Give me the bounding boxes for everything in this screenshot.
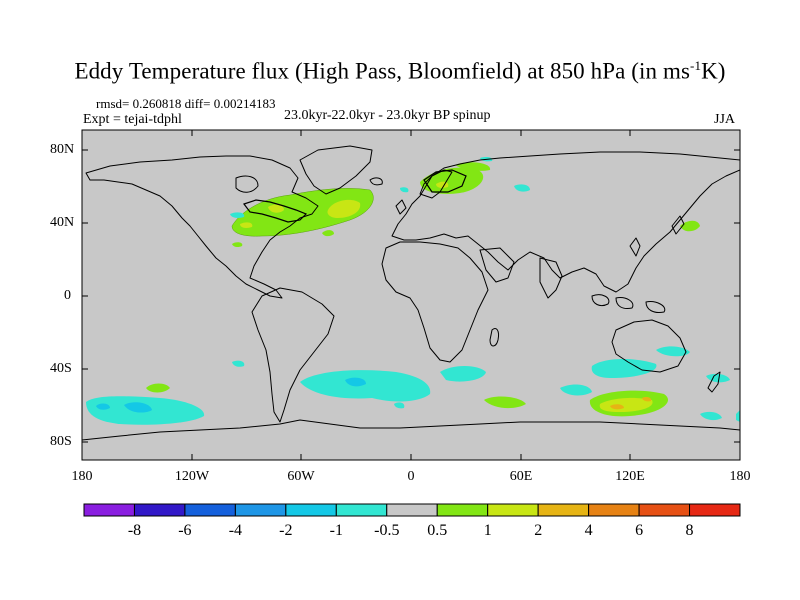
- anomaly-southern-ocean-negative: [86, 346, 740, 425]
- axis-ticks: [81, 130, 741, 460]
- lon-label-120w: 120W: [174, 469, 210, 484]
- colorbar-swatch: [234, 503, 287, 517]
- colorbar-label: -8: [127, 522, 142, 539]
- lat-label-40n: 40N: [50, 215, 75, 230]
- colorbar-swatch: [588, 503, 640, 517]
- anomaly-nh-negative: [230, 157, 530, 218]
- colorbar-label: -1: [329, 522, 343, 539]
- colorbar-swatch: [689, 503, 741, 517]
- lon-label-180e: 180: [729, 469, 751, 484]
- colorbar-label: -0.5: [374, 522, 400, 539]
- colorbar-swatch: [83, 503, 135, 517]
- stats-text: rmsd= 0.260818 diff= 0.00214183: [96, 96, 276, 111]
- lon-label-180w: 180: [71, 469, 93, 484]
- lat-label-80s: 80S: [50, 434, 72, 449]
- colorbar-swatch: [487, 503, 539, 517]
- experiment-text: Expt = tejai-tdphl: [83, 112, 182, 127]
- colorbar-swatch: [133, 503, 186, 517]
- coastline-highlight: [243, 169, 467, 223]
- coastlines: [82, 145, 740, 441]
- colorbar-label: 1: [483, 522, 492, 539]
- colorbar-swatch: [386, 503, 438, 517]
- anomaly-south-australia-4: [610, 397, 652, 410]
- colorbar-label: 8: [685, 522, 694, 539]
- colorbar-label: 4: [584, 522, 593, 539]
- anomaly-north-atlantic-core: [240, 199, 361, 228]
- colorbar-label: -6: [178, 522, 192, 539]
- colorbar-swatch: [537, 503, 590, 517]
- lat-label-80n: 80N: [50, 142, 75, 157]
- lon-label-0: 0: [407, 469, 415, 484]
- colorbar-label: 0.5: [427, 522, 448, 539]
- season-text: JJA: [714, 112, 736, 127]
- colorbar-swatch: [285, 503, 337, 517]
- colorbar-label: -4: [228, 522, 243, 539]
- colorbar-label: -2: [279, 522, 293, 539]
- anomaly-nh-small-positive: [232, 220, 700, 248]
- colorbar-label: 2: [534, 522, 543, 539]
- colorbar-label: 6: [635, 522, 644, 539]
- colorbar-swatch: [335, 503, 388, 517]
- colorbar-swatch: [436, 503, 489, 517]
- lon-label-120e: 120E: [615, 469, 645, 484]
- period-text: 23.0kyr-22.0kyr - 23.0kyr BP spinup: [284, 108, 491, 123]
- lat-label-0: 0: [64, 288, 71, 303]
- lat-label-40s: 40S: [50, 361, 72, 376]
- colorbar-swatch: [638, 503, 691, 517]
- anomaly-southern-ocean-core: [96, 377, 366, 413]
- lon-label-60e: 60E: [509, 469, 533, 484]
- colorbar-swatch: [184, 503, 236, 517]
- colorbar: [83, 503, 741, 517]
- lon-label-60w: 60W: [287, 469, 315, 484]
- plot-title: Eddy Temperature flux (High Pass, Bloomf…: [74, 58, 726, 84]
